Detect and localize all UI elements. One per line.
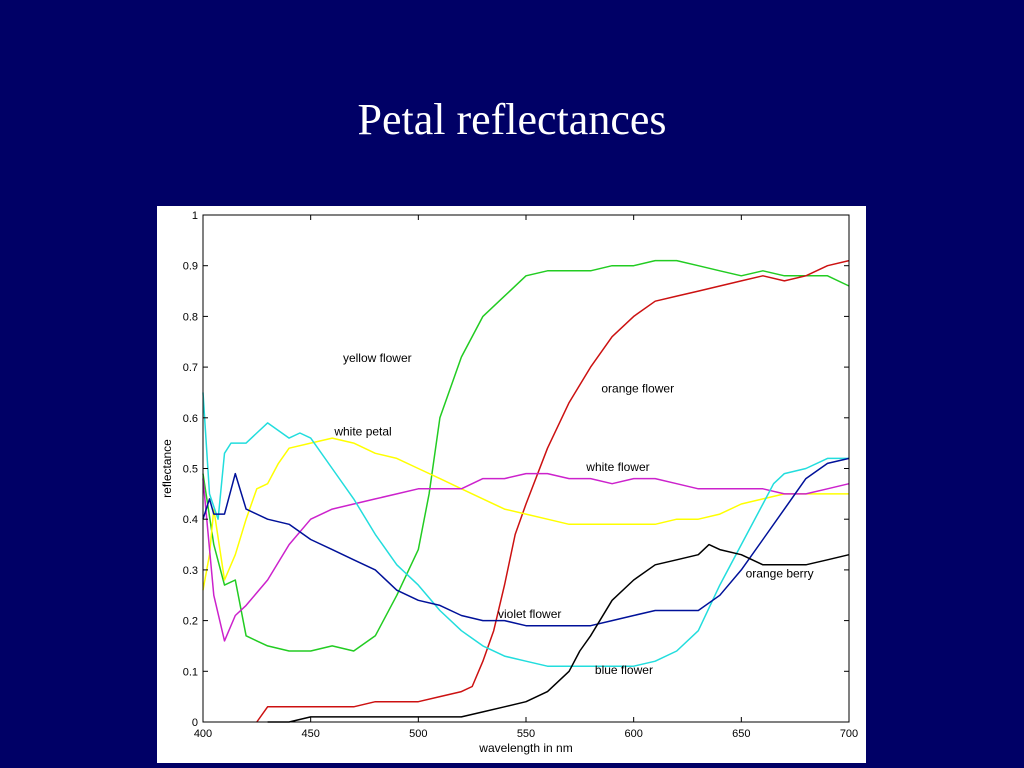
- series-label-yellow-flower: yellow flower: [343, 351, 412, 365]
- y-tick-label: 1: [192, 210, 198, 222]
- x-tick-label: 650: [732, 728, 750, 740]
- series-label-white-flower: white flower: [585, 460, 649, 474]
- series-line-white-flower: [202, 472, 850, 642]
- y-tick-label: 0.4: [183, 514, 198, 526]
- series-label-blue-flower: blue flower: [595, 663, 653, 677]
- series-label-white-petal: white petal: [333, 425, 391, 439]
- series-line-blue-flower: [202, 392, 849, 667]
- y-tick-label: 0.6: [183, 413, 198, 425]
- x-tick-label: 450: [301, 728, 319, 740]
- plot-frame: [202, 214, 850, 723]
- series-line-orange-berry: [267, 543, 850, 723]
- reflectance-chart: 400 450 500 550 600 650 700 0 0.1 0.2 0.3 0.4 0.5 0.6…: [160, 210, 858, 755]
- series-label-orange-berry: orange berry: [746, 567, 814, 581]
- series-line-white-petal: [202, 437, 849, 591]
- x-tick-label: 400: [194, 728, 212, 740]
- x-tick-label: 500: [409, 728, 427, 740]
- slide-title: Petal reflectances: [357, 95, 667, 144]
- x-axis-label: wavelength in nm: [478, 741, 572, 755]
- series-label-violet-flower: violet flower: [498, 607, 561, 621]
- series-line-orange-flower: [256, 259, 850, 723]
- x-tick-label: 700: [840, 728, 858, 740]
- series-line-violet-flower: [202, 457, 850, 627]
- x-tick-label: 550: [517, 728, 535, 740]
- series-line-yellow-flower: [202, 259, 850, 652]
- chart-figure: 400 450 500 550 600 650 700 0 0.1 0.2 0.3 0.4 0.5 0.6…: [157, 206, 866, 763]
- y-tick-label: 0.5: [183, 464, 198, 476]
- y-tick-label: 0.8: [183, 311, 198, 323]
- y-tick-label: 0: [192, 717, 198, 729]
- series-label-orange-flower: orange flower: [601, 381, 674, 395]
- y-tick-label: 0.2: [183, 616, 198, 628]
- y-tick-label: 0.9: [183, 261, 198, 273]
- y-tick-label: 0.7: [183, 362, 198, 374]
- x-tick-label: 600: [624, 728, 642, 740]
- y-tick-label: 0.3: [183, 565, 198, 577]
- y-tick-label: 0.1: [183, 666, 198, 678]
- y-axis-label: reflectance: [160, 439, 174, 498]
